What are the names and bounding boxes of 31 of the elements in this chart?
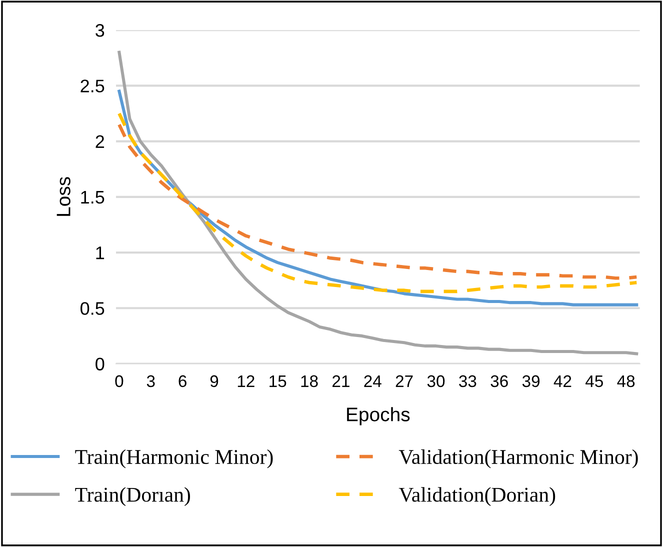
x-axis-title: Epochs bbox=[347, 407, 410, 426]
x-tick-label: 36 bbox=[490, 375, 508, 388]
x-tick-label: 15 bbox=[270, 375, 286, 388]
y-tick-label: 0.5 bbox=[80, 302, 104, 315]
y-tick-label: 2.5 bbox=[80, 80, 104, 92]
x-tick-label: 21 bbox=[332, 375, 350, 387]
x-tick-label: 0 bbox=[115, 375, 124, 388]
y-axis-title: Loss bbox=[56, 177, 70, 216]
x-tick-label: 18 bbox=[301, 375, 318, 388]
y-tick-label: 1.5 bbox=[81, 191, 104, 204]
x-tick-label: 27 bbox=[396, 375, 413, 387]
y-tick-label: 1 bbox=[96, 246, 104, 260]
x-tick-label: 42 bbox=[554, 375, 572, 387]
x-tick-label: 33 bbox=[459, 375, 476, 388]
x-tick-label: 6 bbox=[178, 375, 186, 388]
x-tick-label: 39 bbox=[522, 375, 540, 388]
x-tick-label: 3 bbox=[146, 375, 155, 388]
x-tick-label: 24 bbox=[364, 375, 382, 387]
x-tick-label: 30 bbox=[427, 375, 445, 388]
y-tick-label: 2 bbox=[96, 135, 104, 148]
y-tick-label: 0 bbox=[96, 358, 104, 370]
x-tick-label: 12 bbox=[238, 375, 254, 387]
x-tick-label: 48 bbox=[617, 375, 635, 388]
legend-label: Train(Harmonic Minor) bbox=[75, 449, 273, 468]
legend-label: Validation(Harmonic Minor) bbox=[398, 449, 638, 468]
legend-label: Validation(Dorian) bbox=[398, 487, 556, 506]
line-series bbox=[118, 50, 638, 356]
x-tick-label: 45 bbox=[586, 375, 603, 388]
y-tick-label: 3 bbox=[96, 24, 104, 37]
legend-label: Train(Dorıan) bbox=[75, 487, 190, 506]
x-tick-label: 9 bbox=[210, 375, 218, 388]
